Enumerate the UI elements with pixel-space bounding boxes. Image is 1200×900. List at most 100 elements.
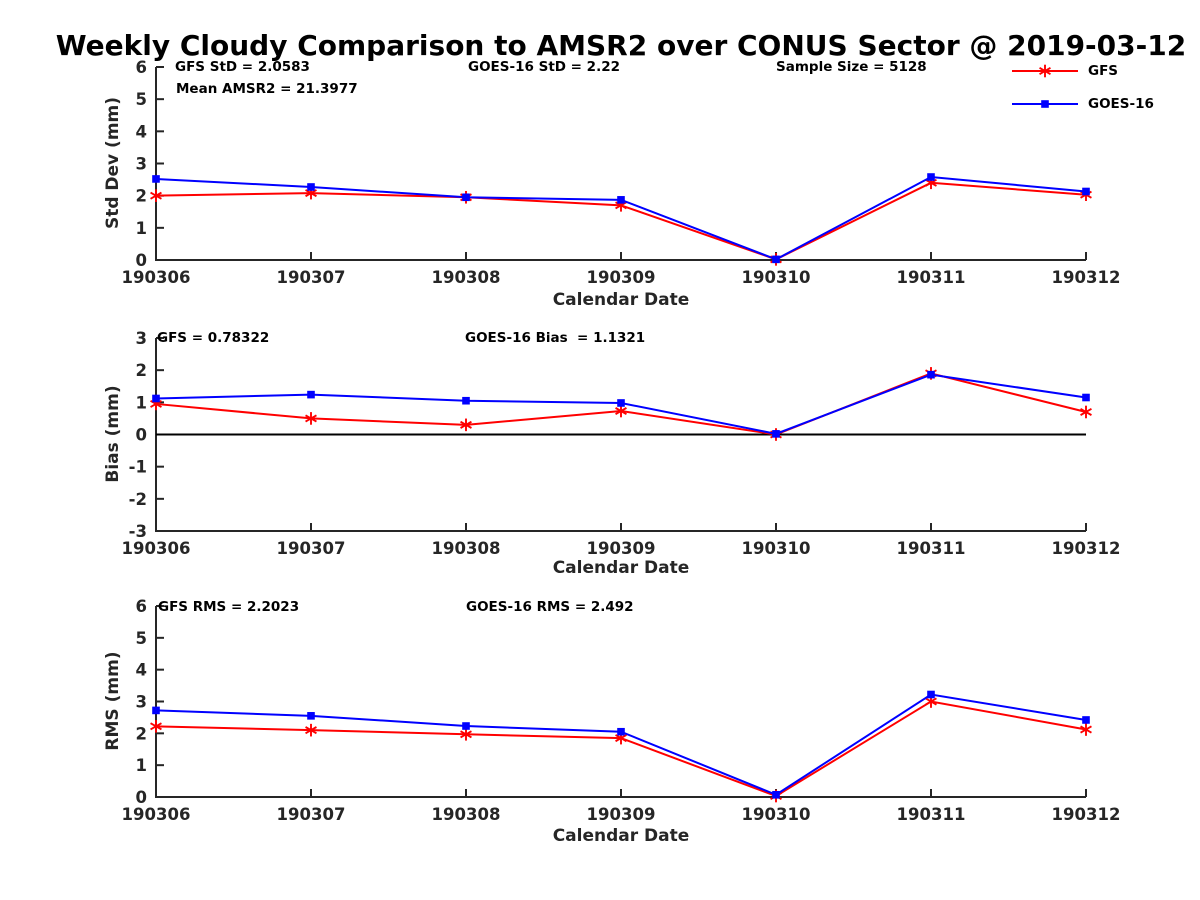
asterisk-marker xyxy=(460,730,472,739)
square-marker xyxy=(617,196,625,204)
square-marker xyxy=(152,394,160,403)
asterisk-marker xyxy=(305,726,317,735)
x-tick-label: 190307 xyxy=(277,539,346,558)
square-marker xyxy=(927,173,935,181)
square-marker xyxy=(152,175,160,183)
x-tick-label: 190306 xyxy=(122,805,191,824)
asterisk-marker xyxy=(1080,725,1092,734)
y-tick-label: 1 xyxy=(136,393,147,412)
square-marker xyxy=(772,790,780,799)
square-marker xyxy=(927,370,935,379)
gfs-rms-annotation: GFS RMS = 2.2023 xyxy=(158,599,300,615)
legend-item-gfs: GFS xyxy=(1008,63,1154,79)
x-tick-label: 190311 xyxy=(897,805,966,824)
goes16-rms-annotation: GOES-16 RMS = 2.492 xyxy=(466,599,634,615)
mean-amsr2-annotation: Mean AMSR2 = 21.3977 xyxy=(176,81,358,97)
y-tick-label: 5 xyxy=(136,90,147,109)
square-marker xyxy=(307,712,315,720)
y-tick-label: 3 xyxy=(136,329,147,348)
stddev-x-axis-label: Calendar Date xyxy=(552,290,690,310)
square-marker xyxy=(307,183,315,191)
goes16-line-marker-icon xyxy=(1012,100,1078,108)
square-marker xyxy=(462,193,470,202)
x-tick-label: 190310 xyxy=(742,268,811,287)
y-tick-label: 5 xyxy=(136,629,147,648)
square-marker xyxy=(462,722,470,730)
x-tick-label: 190312 xyxy=(1052,539,1121,558)
asterisk-marker xyxy=(1039,67,1051,75)
square-marker xyxy=(1041,100,1049,108)
gfs-std-annotation: GFS StD = 2.0583 xyxy=(175,59,310,75)
y-tick-label: -3 xyxy=(129,522,147,541)
y-tick-label: 1 xyxy=(136,756,147,775)
asterisk-marker xyxy=(305,189,317,198)
gfs-line-marker-icon xyxy=(1012,64,1078,78)
asterisk-marker xyxy=(615,407,627,415)
y-tick-label: 6 xyxy=(136,597,147,616)
stddev-y-axis-label: Std Dev (mm) xyxy=(103,96,123,230)
y-tick-label: 3 xyxy=(136,693,147,712)
axis-line xyxy=(155,606,1086,798)
bias-y-axis-label: Bias (mm) xyxy=(103,385,123,483)
square-marker xyxy=(307,390,315,399)
square-marker xyxy=(772,255,780,264)
square-marker xyxy=(617,727,625,736)
x-tick-label: 190309 xyxy=(587,268,656,287)
asterisk-marker xyxy=(460,420,472,429)
y-tick-label: 2 xyxy=(136,361,147,380)
asterisk-marker xyxy=(615,734,627,743)
asterisk-marker xyxy=(150,191,162,200)
y-tick-label: 0 xyxy=(136,426,147,445)
x-tick-label: 190312 xyxy=(1052,805,1121,824)
x-tick-label: 190308 xyxy=(432,805,501,824)
gfs-bias-annotation: GFS = 0.78322 xyxy=(157,330,270,346)
x-tick-label: 190312 xyxy=(1052,268,1121,287)
x-tick-label: 190310 xyxy=(742,805,811,824)
square-marker xyxy=(617,399,625,407)
y-tick-label: 4 xyxy=(136,122,147,141)
y-tick-label: -2 xyxy=(129,490,147,509)
square-marker xyxy=(1082,393,1090,402)
y-tick-label: -1 xyxy=(129,458,147,477)
rms-x-axis-label: Calendar Date xyxy=(552,826,690,846)
x-tick-label: 190306 xyxy=(122,539,191,558)
square-marker xyxy=(772,430,780,438)
x-tick-label: 190307 xyxy=(277,805,346,824)
x-tick-label: 190309 xyxy=(587,805,656,824)
x-tick-label: 190308 xyxy=(432,539,501,558)
square-marker xyxy=(1082,187,1090,196)
x-tick-label: 190311 xyxy=(897,539,966,558)
x-tick-label: 190307 xyxy=(277,268,346,287)
asterisk-marker xyxy=(925,697,937,706)
series-line-gfs xyxy=(155,181,1087,261)
square-marker xyxy=(152,706,160,715)
y-tick-label: 4 xyxy=(136,661,147,680)
legend-item-goes16: GOES-16 xyxy=(1008,96,1154,112)
legend: GFS GOES-16 xyxy=(1008,63,1154,129)
asterisk-marker xyxy=(150,722,162,731)
goes16-bias-annotation: GOES-16 Bias = 1.1321 xyxy=(465,330,646,346)
goes16-std-annotation: GOES-16 StD = 2.22 xyxy=(468,59,620,75)
x-tick-label: 190311 xyxy=(897,268,966,287)
series-line-goes-16 xyxy=(155,175,1087,261)
square-marker xyxy=(462,396,470,405)
y-tick-label: 1 xyxy=(136,219,147,238)
y-tick-label: 0 xyxy=(136,788,147,807)
y-tick-label: 3 xyxy=(136,155,147,174)
rms-y-axis-label: RMS (mm) xyxy=(103,651,123,751)
x-tick-label: 190310 xyxy=(742,539,811,558)
figure-title: Weekly Cloudy Comparison to AMSR2 over C… xyxy=(55,29,1187,62)
y-tick-label: 0 xyxy=(136,251,147,270)
x-tick-label: 190306 xyxy=(122,268,191,287)
asterisk-marker xyxy=(1080,408,1092,416)
legend-label-goes16: GOES-16 xyxy=(1088,96,1154,112)
bias-x-axis-label: Calendar Date xyxy=(552,558,690,578)
legend-label-gfs: GFS xyxy=(1088,63,1119,79)
x-tick-label: 190309 xyxy=(587,539,656,558)
x-tick-label: 190308 xyxy=(432,268,501,287)
y-tick-label: 2 xyxy=(136,187,147,206)
sample-size-annotation: Sample Size = 5128 xyxy=(776,59,927,75)
square-marker xyxy=(927,690,935,699)
y-tick-label: 2 xyxy=(136,724,147,743)
